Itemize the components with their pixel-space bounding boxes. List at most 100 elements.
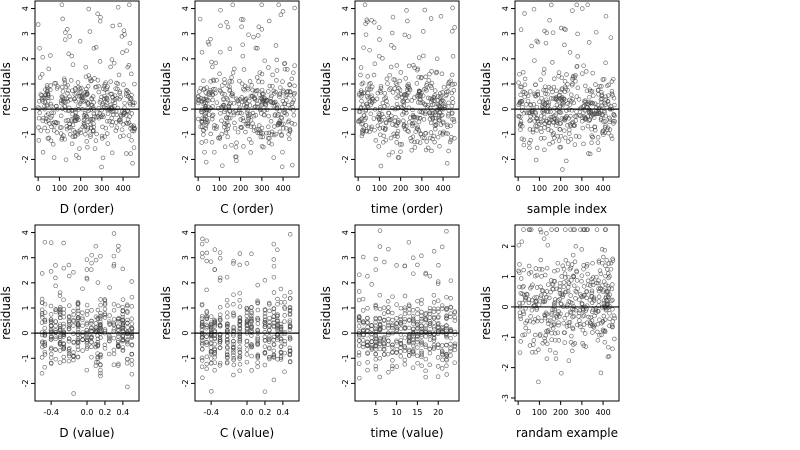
scatter-point <box>277 91 283 97</box>
scatter-point <box>556 138 562 143</box>
scatter-point <box>412 145 418 150</box>
scatter-point <box>84 320 90 326</box>
scatter-point <box>586 314 591 320</box>
x-axis-label: D (order) <box>60 202 114 216</box>
scatter-point <box>523 325 528 331</box>
scatter-point <box>284 112 289 117</box>
scatter-point <box>560 102 566 108</box>
scatter-point <box>231 350 236 355</box>
scatter-point <box>414 81 420 86</box>
scatter-point <box>231 348 236 353</box>
scatter-point <box>566 139 571 144</box>
scatter-point <box>204 366 209 372</box>
scatter-point <box>69 118 74 124</box>
scatter-point <box>450 5 455 11</box>
y-tick-label: 1 <box>21 81 30 86</box>
scatter-point <box>199 358 205 363</box>
scatter-point <box>549 227 554 232</box>
scatter-point <box>36 115 42 121</box>
scatter-point <box>522 82 528 88</box>
scatter-point <box>225 321 230 327</box>
scatter-point <box>98 367 103 373</box>
x-tick-label: 100 <box>372 184 387 193</box>
scatter-point <box>550 114 556 120</box>
scatter-point <box>374 96 380 102</box>
scatter-point <box>410 134 416 140</box>
scatter-point <box>201 132 206 137</box>
scatter-point <box>599 103 605 109</box>
scatter-point <box>524 318 530 324</box>
scatter-point <box>570 325 575 331</box>
scatter-point <box>237 319 242 324</box>
scatter-point <box>60 89 66 94</box>
scatter-point <box>93 321 99 326</box>
x-tick-label: 100 <box>212 184 227 193</box>
scatter-point <box>544 289 550 294</box>
scatter-point <box>585 227 590 232</box>
scatter-point <box>104 118 110 124</box>
y-axis-label: residuals <box>0 286 13 340</box>
scatter-point <box>422 101 427 107</box>
scatter-point <box>356 353 362 358</box>
scatter-point <box>271 352 276 358</box>
scatter-point <box>271 354 277 359</box>
scatter-point <box>232 125 238 131</box>
scatter-point <box>53 347 58 352</box>
scatter-point <box>256 24 262 30</box>
scatter-point <box>531 320 536 325</box>
scatter-point <box>259 97 264 102</box>
scatter-point <box>255 340 260 346</box>
scatter-point <box>84 327 90 333</box>
scatter-point <box>579 118 585 124</box>
scatter-point <box>71 354 76 359</box>
scatter-point <box>223 127 229 133</box>
scatter-point <box>111 301 117 307</box>
scatter-point <box>386 152 392 158</box>
scatter-point <box>235 110 241 116</box>
scatter-point <box>423 317 429 323</box>
scatter-point <box>556 322 561 328</box>
scatter-point <box>35 22 41 27</box>
y-tick-label: -2 <box>21 155 30 163</box>
scatter-point <box>386 370 391 375</box>
scatter-point <box>95 280 101 285</box>
scatter-point <box>98 362 103 368</box>
scatter-point <box>411 317 416 323</box>
scatter-point <box>42 239 48 245</box>
scatter-point <box>129 357 135 363</box>
scatter-point <box>419 316 424 322</box>
scatter-point <box>240 53 246 59</box>
scatter-point <box>214 100 220 105</box>
scatter-point <box>365 328 370 333</box>
scatter-point <box>596 258 602 263</box>
scatter-point <box>284 92 290 98</box>
scatter-point <box>72 133 78 139</box>
scatter-point <box>50 142 56 147</box>
scatter-point <box>237 290 242 296</box>
scatter-point <box>278 85 283 90</box>
scatter-point <box>554 107 560 113</box>
scatter-point <box>78 93 83 99</box>
scatter-point <box>390 342 395 348</box>
scatter-point <box>231 101 237 106</box>
scatter-point <box>406 332 412 337</box>
scatter-point <box>218 275 223 281</box>
scatter-point <box>610 256 615 262</box>
scatter-point <box>381 325 387 330</box>
scatter-point <box>245 123 250 129</box>
scatter-point <box>66 315 72 320</box>
scatter-point <box>43 92 48 98</box>
scatter-point <box>224 352 230 357</box>
scatter-point <box>521 227 526 232</box>
scatter-point <box>267 356 272 362</box>
scatter-point <box>534 128 539 133</box>
scatter-point <box>53 356 59 362</box>
scatter-point <box>553 350 558 356</box>
scatter-point <box>602 328 608 334</box>
scatter-point <box>84 337 90 343</box>
scatter-point <box>80 348 85 353</box>
scatter-point <box>557 127 562 132</box>
scatter-point <box>430 102 435 107</box>
scatter-point <box>440 112 445 118</box>
scatter-point <box>416 55 422 60</box>
